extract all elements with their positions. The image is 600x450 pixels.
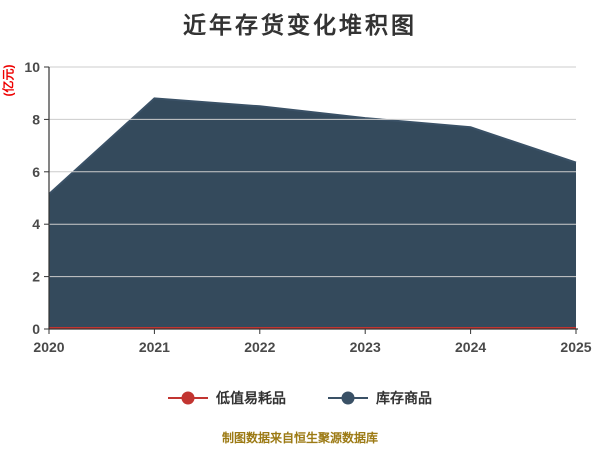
x-tick-label: 2024 — [455, 339, 486, 355]
line-series-1 — [48, 97, 577, 195]
legend: 低值易耗品 库存商品 — [0, 388, 600, 408]
x-tick-label: 2021 — [139, 339, 170, 355]
y-tick-label: 0 — [32, 321, 40, 337]
y-tick-label: 4 — [32, 216, 40, 232]
x-tick-label: 2023 — [350, 339, 381, 355]
legend-item-inventory-goods[interactable]: 库存商品 — [328, 388, 432, 408]
data-source-caption: 制图数据来自恒生聚源数据库 — [221, 431, 378, 445]
y-tick-label: 2 — [32, 269, 40, 285]
grid-lines — [49, 66, 576, 278]
area-series-1 — [49, 98, 576, 328]
x-tick-label: 2020 — [33, 339, 64, 355]
x-tick-label: 2022 — [244, 339, 275, 355]
y-tick-label: 6 — [32, 164, 40, 180]
axes: 0 2 4 6 8 10 2020 2021 2022 2023 2024 2025 — [24, 59, 591, 355]
y-tick-label: 8 — [32, 111, 40, 127]
line-circle-marker-icon — [328, 391, 368, 405]
series-areas — [48, 97, 577, 329]
chart-title: 近年存货变化堆积图 — [183, 12, 417, 38]
legend-item-low-value-consumables[interactable]: 低值易耗品 — [168, 388, 286, 408]
line-circle-marker-icon — [168, 391, 208, 405]
legend-item-label: 低值易耗品 — [216, 390, 286, 406]
legend-item-label: 库存商品 — [376, 390, 432, 406]
x-tick-label: 2025 — [560, 339, 591, 355]
y-tick-label: 10 — [24, 59, 40, 75]
